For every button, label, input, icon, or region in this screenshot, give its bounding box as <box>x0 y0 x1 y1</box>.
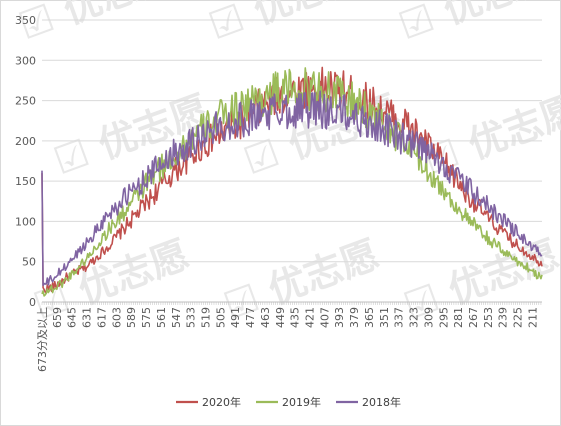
x-tick-label: 617 <box>95 307 108 328</box>
x-tick-label: 309 <box>422 307 435 328</box>
x-tick-label: 281 <box>452 307 465 328</box>
series-line-2018年 <box>41 90 543 287</box>
x-tick-label: 547 <box>170 307 183 328</box>
legend-label: 2020年 <box>202 395 241 409</box>
y-tick-label: 0 <box>29 296 36 309</box>
x-tick-label: 379 <box>348 307 361 328</box>
x-tick-label: 239 <box>497 307 510 328</box>
x-tick-label: 519 <box>199 307 212 328</box>
y-tick-label: 200 <box>15 135 36 148</box>
x-tick-label: 603 <box>110 307 123 328</box>
legend-label: 2019年 <box>282 395 321 409</box>
x-tick-label: 673分及以上 <box>36 307 49 372</box>
y-axis-tick-labels: 0 50 100 150 200 250 300 350 <box>15 14 36 309</box>
x-tick-label: 505 <box>214 307 227 328</box>
x-axis: 673分及以上 659 645 631 617 603 589 575 561 547 533 519… <box>36 302 542 372</box>
series-lines <box>41 66 543 297</box>
x-tick-label: 449 <box>274 307 287 328</box>
x-tick-label: 575 <box>140 307 153 328</box>
x-tick-label: 351 <box>378 307 391 328</box>
y-tick-label: 250 <box>15 95 36 108</box>
x-tick-label: 267 <box>467 307 480 328</box>
x-tick-label: 211 <box>526 307 539 328</box>
x-tick-label: 659 <box>51 307 64 328</box>
x-tick-label: 645 <box>66 307 79 328</box>
x-tick-label: 463 <box>259 307 272 328</box>
series-line-2019年 <box>41 67 543 297</box>
x-tick-label: 477 <box>244 307 257 328</box>
gridlines <box>42 19 542 303</box>
x-tick-label: 631 <box>81 307 94 328</box>
y-tick-label: 300 <box>15 54 36 67</box>
x-tick-label: 323 <box>408 307 421 328</box>
x-tick-label: 225 <box>512 307 525 328</box>
y-tick-label: 150 <box>15 175 36 188</box>
x-tick-label: 407 <box>318 307 331 328</box>
x-tick-label: 365 <box>363 307 376 328</box>
y-tick-label: 50 <box>22 256 36 269</box>
y-tick-label: 350 <box>15 14 36 27</box>
x-tick-label: 337 <box>393 307 406 328</box>
x-tick-label: 295 <box>437 307 450 328</box>
legend-label: 2018年 <box>362 395 401 409</box>
y-tick-label: 100 <box>15 215 36 228</box>
x-tick-label: 589 <box>125 307 138 328</box>
x-tick-label: 435 <box>289 307 302 328</box>
x-tick-label: 421 <box>304 307 317 328</box>
x-tick-label: 533 <box>185 307 198 328</box>
x-tick-label: 393 <box>333 307 346 328</box>
x-tick-label: 561 <box>155 307 168 328</box>
series-line-2020年 <box>41 66 543 295</box>
x-tick-label: 253 <box>482 307 495 328</box>
legend: 2020年 2019年 2018年 <box>176 395 401 409</box>
x-tick-label: 491 <box>229 307 242 328</box>
